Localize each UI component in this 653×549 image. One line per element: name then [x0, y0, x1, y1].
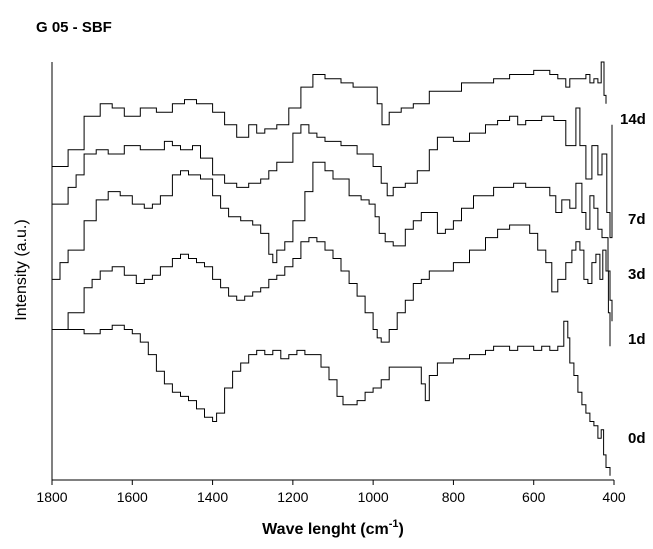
series-label-0d: 0d [628, 430, 646, 447]
series-line-14d [52, 61, 607, 167]
series-label-3d: 3d [628, 266, 646, 283]
x-tick-label: 1200 [277, 489, 308, 505]
x-axis-label-suffix: ) [399, 521, 404, 538]
x-axis-label-superscript: -1 [389, 518, 399, 530]
series-line-0d [52, 320, 611, 476]
series-labels: 14d 7d 3d 1d 0d [620, 111, 646, 447]
series-label-1d: 1d [628, 331, 646, 348]
series-line-3d [52, 161, 613, 322]
x-axis-label: Wave lenght (cm-1) [262, 518, 404, 538]
series-line-1d [52, 224, 611, 347]
chart-title: G 05 - SBF [36, 19, 112, 36]
x-tick-label: 1000 [358, 489, 389, 505]
x-ticks: 1800 1600 1400 1200 1000 800 600 400 [36, 480, 626, 505]
x-tick-label: 400 [602, 489, 626, 505]
x-tick-label: 1800 [36, 489, 67, 505]
x-tick-label: 1400 [197, 489, 228, 505]
x-tick-label: 600 [522, 489, 546, 505]
x-tick-label: 1600 [117, 489, 148, 505]
series-label-7d: 7d [628, 211, 646, 228]
x-axis-label-main: Wave lenght (cm [262, 521, 389, 538]
y-axis-label: Intensity (a.u.) [13, 219, 30, 320]
series-line-7d [52, 107, 613, 239]
axes [51, 62, 614, 481]
x-tick-label: 800 [442, 489, 466, 505]
series-label-14d: 14d [620, 111, 646, 128]
series-layer [52, 61, 613, 476]
